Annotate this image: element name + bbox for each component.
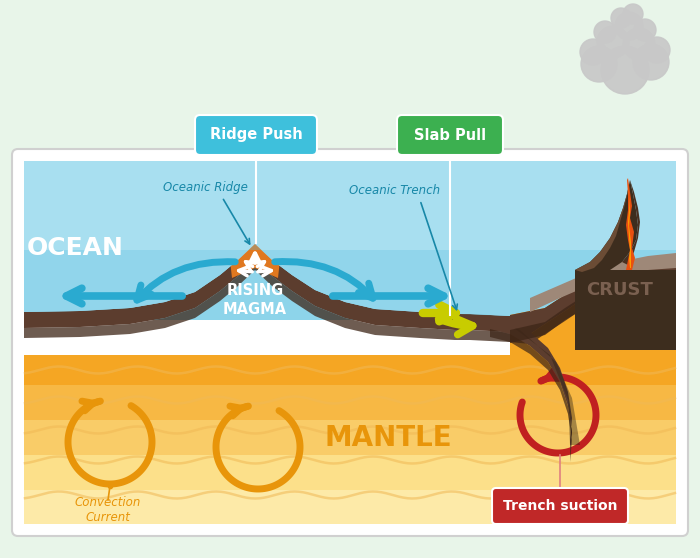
Circle shape xyxy=(623,28,655,60)
Polygon shape xyxy=(24,260,676,344)
Polygon shape xyxy=(510,255,676,330)
Polygon shape xyxy=(628,180,631,268)
Polygon shape xyxy=(24,355,676,385)
Circle shape xyxy=(581,46,617,82)
Polygon shape xyxy=(510,255,676,355)
Polygon shape xyxy=(24,385,676,420)
Polygon shape xyxy=(24,455,676,490)
Text: Trench suction: Trench suction xyxy=(503,499,617,513)
FancyBboxPatch shape xyxy=(195,115,317,155)
Circle shape xyxy=(615,12,643,40)
Circle shape xyxy=(597,26,629,58)
Circle shape xyxy=(634,19,656,41)
Polygon shape xyxy=(490,315,572,454)
Polygon shape xyxy=(626,178,635,270)
Text: RISING
MAGMA: RISING MAGMA xyxy=(223,282,287,318)
Text: Convection
Current: Convection Current xyxy=(75,496,141,524)
Circle shape xyxy=(623,4,643,24)
Polygon shape xyxy=(24,244,676,334)
Text: Slab Pull: Slab Pull xyxy=(414,127,486,142)
Polygon shape xyxy=(24,161,510,316)
Polygon shape xyxy=(24,244,510,316)
Text: Oceanic Ridge: Oceanic Ridge xyxy=(162,181,247,195)
Circle shape xyxy=(633,44,669,80)
Polygon shape xyxy=(575,180,676,350)
Circle shape xyxy=(594,21,616,43)
Polygon shape xyxy=(490,329,572,462)
Polygon shape xyxy=(575,180,630,272)
Text: MANTLE: MANTLE xyxy=(324,424,452,452)
Polygon shape xyxy=(622,180,640,265)
Polygon shape xyxy=(530,253,676,312)
Polygon shape xyxy=(230,242,280,278)
Polygon shape xyxy=(24,490,676,524)
FancyBboxPatch shape xyxy=(397,115,503,155)
Circle shape xyxy=(611,8,631,28)
Polygon shape xyxy=(24,161,676,320)
Polygon shape xyxy=(510,270,676,343)
Circle shape xyxy=(601,46,649,94)
Polygon shape xyxy=(510,325,580,445)
Text: Ridge Push: Ridge Push xyxy=(209,127,302,142)
Polygon shape xyxy=(24,420,676,455)
FancyBboxPatch shape xyxy=(12,149,688,536)
Text: OCEAN: OCEAN xyxy=(27,236,123,260)
FancyBboxPatch shape xyxy=(492,488,628,524)
Polygon shape xyxy=(24,250,676,320)
Circle shape xyxy=(580,39,606,65)
Circle shape xyxy=(644,37,670,63)
Text: CRUST: CRUST xyxy=(587,281,653,299)
Text: Oceanic Trench: Oceanic Trench xyxy=(349,184,440,196)
